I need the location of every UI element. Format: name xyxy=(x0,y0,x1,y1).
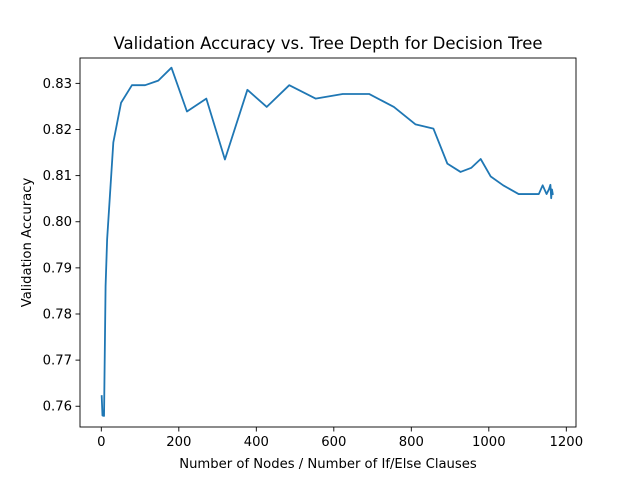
y-axis-label: Validation Accuracy xyxy=(20,178,35,308)
y-tick-label: 0.76 xyxy=(43,400,72,415)
y-tick-label: 0.83 xyxy=(43,77,72,92)
x-tick-label: 400 xyxy=(244,435,269,450)
axes-frame xyxy=(79,57,577,428)
y-tick-label: 0.80 xyxy=(43,215,72,230)
x-axis-label: Number of Nodes / Number of If/Else Clau… xyxy=(179,457,477,472)
x-tick-label: 1200 xyxy=(550,435,584,450)
y-tick-label: 0.79 xyxy=(43,261,72,276)
x-tick-label: 0 xyxy=(97,435,105,450)
y-tick-label: 0.81 xyxy=(43,169,72,184)
x-tick-label: 600 xyxy=(321,435,346,450)
x-tick-label: 1000 xyxy=(472,435,506,450)
chart-title: Validation Accuracy vs. Tree Depth for D… xyxy=(113,34,542,53)
series-line xyxy=(100,66,554,417)
x-tick-label: 800 xyxy=(399,435,424,450)
x-tick-label: 200 xyxy=(166,435,191,450)
y-tick-label: 0.77 xyxy=(43,354,72,369)
y-tick-label: 0.82 xyxy=(43,123,72,138)
plot-area: 0 200 400 600 800 1000 1200 0.76 0.77 0.78 0.79 0.8… xyxy=(43,66,584,450)
y-tick-label: 0.78 xyxy=(43,307,72,322)
